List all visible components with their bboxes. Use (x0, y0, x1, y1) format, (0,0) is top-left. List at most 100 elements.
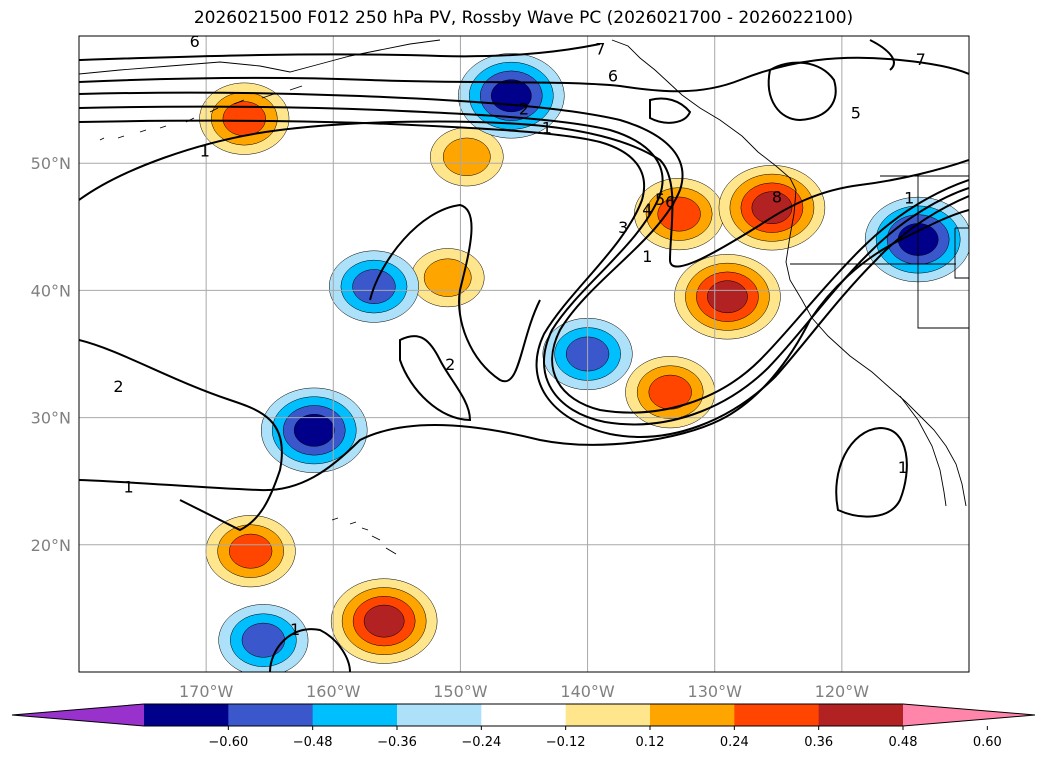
positive-anomaly (199, 82, 290, 155)
latitude-labels: 50°N 40°N 30°N 20°N (31, 154, 71, 555)
anomaly-level (657, 196, 701, 232)
pv-contour-2-inner (399, 335, 472, 422)
pv-contour-1-north (79, 120, 969, 268)
pv-contour-1-south (79, 209, 969, 492)
colorbar: −0.60 −0.48 −0.36 −0.24 −0.12 0.12 0.24 0.36 0.4… (11, 703, 1036, 750)
anomaly-level (228, 533, 273, 569)
figure-title: 2026021500 F012 250 hPa PV, Rossby Wave … (193, 8, 854, 28)
contour-label: 4 (642, 200, 652, 219)
colorbar-tick-label: −0.60 (208, 735, 248, 750)
pv-contour-2-cutoff (369, 203, 541, 383)
anomaly-level (707, 280, 748, 314)
positive-anomaly (718, 165, 826, 251)
contour-label: 1 (542, 119, 552, 138)
contour-label: 1 (123, 477, 133, 496)
anomaly-level (293, 413, 335, 447)
pv-contour-2-loop (79, 339, 283, 532)
contour-label: 1 (642, 247, 652, 266)
colorbar-segment (650, 704, 735, 726)
lat-tick-label: 40°N (31, 281, 71, 300)
colorbar-segment (144, 704, 229, 726)
pv-contour-7-east (869, 39, 895, 71)
contour-label: 1 (290, 620, 300, 639)
pv-contour-1-closed (835, 426, 908, 518)
pv-contour-1-low (269, 628, 351, 672)
contour-label: 2 (519, 100, 529, 119)
alaska-coastline (79, 39, 441, 75)
contour-label: 1 (898, 458, 908, 477)
lat-tick-label: 30°N (31, 409, 71, 428)
anomaly-level (363, 604, 405, 638)
lon-tick-label: 150°W (433, 682, 488, 701)
colorbar-segment (565, 704, 651, 726)
negative-anomaly (218, 604, 309, 672)
lon-tick-label: 140°W (560, 682, 615, 701)
anomaly-level (442, 137, 491, 176)
colorbar-segment (481, 704, 567, 726)
contour-label: 5 (851, 103, 861, 122)
hawaii-islands (331, 517, 397, 555)
colorbar-segment (734, 704, 820, 726)
colorbar-tick-label: 0.60 (973, 735, 1002, 750)
negative-anomaly (260, 387, 368, 473)
colorbar-segment (228, 704, 314, 726)
colorbar-tick-label: −0.12 (546, 735, 586, 750)
map-frame (78, 35, 970, 673)
colorbar-tick-label: 0.48 (889, 735, 918, 750)
contour-label: 6 (608, 66, 618, 85)
positive-anomaly (634, 178, 725, 251)
pv-contour-3 (79, 91, 969, 414)
contour-label: 6 (665, 192, 675, 211)
longitude-labels: 170°W 160°W 150°W 140°W 130°W 120°W (179, 682, 869, 701)
colorbar-segment (397, 704, 482, 726)
colorbar-tick-label: −0.36 (377, 735, 417, 750)
contour-label: 2 (113, 377, 123, 396)
pv-contour-6-closed-small (649, 97, 692, 124)
pv-contour-5-closed (767, 61, 837, 122)
contour-label: 8 (772, 187, 782, 206)
positive-anomaly (330, 578, 438, 664)
contour-label: 1 (904, 189, 914, 208)
anomaly-level (751, 191, 793, 225)
colorbar-tick-label: 0.24 (720, 735, 749, 750)
colorbar-segment (312, 704, 398, 726)
colorbar-extend-max (903, 704, 1035, 726)
colorbar-tick-label: 0.36 (804, 735, 833, 750)
contour-label: 7 (595, 40, 605, 59)
pv-anomaly-shading (199, 53, 969, 672)
pv-contours (79, 39, 969, 672)
lon-tick-label: 170°W (179, 682, 234, 701)
baja-california-coastline (899, 395, 947, 507)
colorbar-tick-label: −0.48 (293, 735, 333, 750)
positive-anomaly (410, 248, 485, 308)
contour-label: 1 (200, 141, 210, 160)
north-america-coastline (611, 39, 967, 507)
anomaly-level (241, 622, 286, 658)
colorbar-extend-min (12, 704, 144, 726)
colorbar-tick-label: 0.12 (636, 735, 665, 750)
colorbar-outline (11, 703, 1036, 727)
positive-anomaly (430, 127, 504, 187)
contour-label: 7 (916, 50, 926, 69)
pv-contour-7 (79, 43, 601, 61)
positive-anomaly (625, 356, 716, 429)
positive-anomaly (205, 515, 296, 588)
positive-anomaly (674, 254, 781, 340)
contour-label: 5 (655, 190, 665, 209)
contour-label: 6 (190, 32, 200, 51)
lat-tick-label: 20°N (31, 536, 71, 555)
gridlines (79, 36, 969, 672)
colorbar-tick-label: −0.24 (461, 735, 501, 750)
contour-label: 2 (445, 355, 455, 374)
lat-tick-label: 50°N (31, 154, 71, 173)
lon-tick-label: 160°W (306, 682, 361, 701)
pv-contour-6 (79, 56, 969, 93)
pv-contour-5 (79, 119, 969, 438)
colorbar-segment (818, 704, 904, 726)
lon-tick-label: 120°W (815, 682, 870, 701)
anomaly-level (423, 258, 472, 297)
contour-label: 3 (618, 218, 628, 237)
